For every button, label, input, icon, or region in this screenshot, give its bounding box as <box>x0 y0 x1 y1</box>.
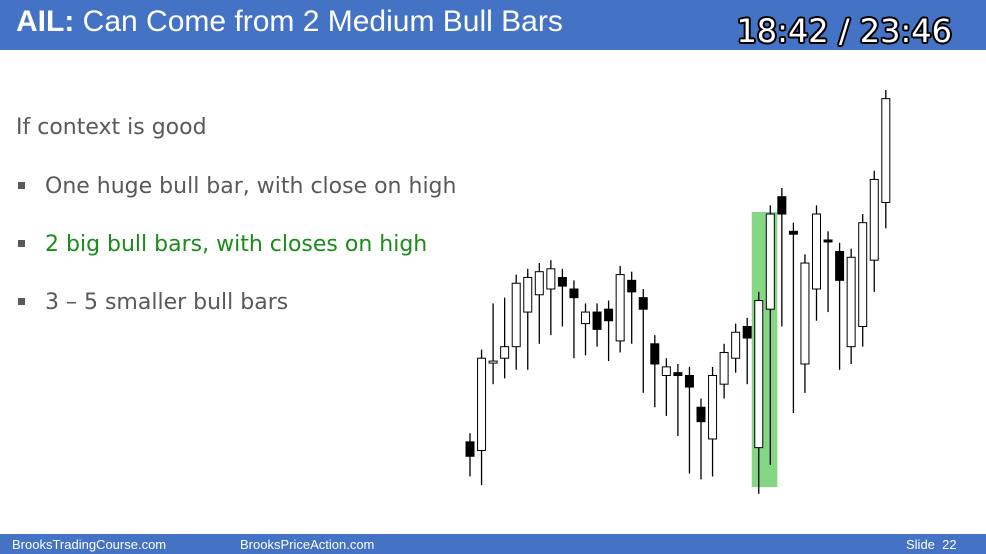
candle <box>661 358 671 416</box>
bull-candle-body <box>581 311 590 325</box>
candle <box>777 188 787 327</box>
video-timer: 18:42 / 23:46 <box>736 12 952 50</box>
bull-candle-body <box>661 366 671 377</box>
bear-candle-body <box>777 196 787 215</box>
bear-candle-body <box>823 239 833 243</box>
candle <box>835 242 845 370</box>
candle <box>823 231 833 313</box>
bear-candle-body <box>650 343 660 365</box>
bullet-text: One huge bull bar, with close on high <box>45 174 457 199</box>
title-bar: AIL: Can Come from 2 Medium Bull Bars 18… <box>0 0 986 50</box>
bull-candle-body <box>869 178 879 261</box>
candle <box>592 303 602 347</box>
candle <box>465 433 475 477</box>
bullet-item-1: One huge bull bar, with close on high <box>18 174 456 199</box>
footer-link-brookspriceaction[interactable]: BrooksPriceAction.com <box>240 537 375 552</box>
bear-candle-body <box>742 325 752 339</box>
footer-bar: BrooksTradingCourse.com BrooksPriceActio… <box>0 534 986 554</box>
candle <box>650 335 660 408</box>
candle <box>742 317 752 385</box>
bull-candle-body <box>800 262 810 365</box>
bull-candle-body <box>546 268 556 290</box>
footer-link-brookstradingcourse[interactable]: BrooksTradingCourse.com <box>12 537 167 552</box>
candle <box>488 303 498 385</box>
bull-candle-body <box>534 271 544 296</box>
candle <box>881 90 891 229</box>
bullet-item-2: 2 big bull bars, with closes on high <box>18 232 427 257</box>
candle <box>638 289 648 393</box>
candle <box>534 263 544 344</box>
bear-candle-body <box>465 441 475 457</box>
candle <box>812 205 821 321</box>
candle <box>788 222 798 414</box>
bear-candle-body <box>835 251 845 281</box>
bull-candle-body <box>881 98 891 203</box>
bear-candle-body <box>604 308 614 322</box>
bullet-text: 2 big bull bars, with closes on high <box>45 232 428 257</box>
candle <box>731 323 741 373</box>
candle <box>615 265 625 353</box>
bear-candle-body <box>673 372 683 377</box>
title-prefix: AIL: <box>16 5 75 38</box>
context-line: If context is good <box>16 115 207 140</box>
candle <box>846 248 856 364</box>
bull-candle-body <box>846 256 856 348</box>
bull-candle-body <box>488 360 498 364</box>
bullet-item-3: 3 – 5 smaller bull bars <box>18 290 288 315</box>
candle <box>546 260 556 336</box>
candle <box>523 268 533 370</box>
slide-number: Slide 22 <box>906 537 957 552</box>
bull-candle-body <box>615 274 625 342</box>
candle <box>708 366 718 477</box>
bull-candle-body <box>754 300 764 449</box>
bull-candle-body <box>858 222 868 327</box>
bull-candle-body <box>523 276 533 313</box>
bear-candle-body <box>788 230 798 235</box>
bear-candle-body <box>638 297 648 310</box>
bear-candle-body <box>557 276 567 287</box>
candle <box>684 366 694 474</box>
candle <box>754 291 764 494</box>
candle <box>569 280 579 359</box>
bull-candle-body <box>812 213 821 290</box>
candle <box>765 205 775 465</box>
bullet-text: 3 – 5 smaller bull bars <box>45 290 289 315</box>
candle <box>511 274 521 370</box>
candle <box>696 398 706 480</box>
bull-candle-body <box>708 375 718 440</box>
candle <box>800 254 810 393</box>
bull-candle-body <box>477 357 487 452</box>
bear-candle-body <box>592 311 602 330</box>
bullet-square-icon <box>18 298 25 305</box>
bull-candle-body <box>731 331 741 359</box>
bullet-square-icon <box>18 240 25 247</box>
bull-candle-body <box>765 213 775 310</box>
bull-candle-body <box>511 282 521 348</box>
candle <box>627 271 637 344</box>
candle <box>719 343 729 399</box>
title-text: Can Come from 2 Medium Bull Bars <box>82 5 563 38</box>
bear-candle-body <box>627 279 637 293</box>
candle <box>500 297 510 379</box>
bull-candle-body <box>719 351 729 385</box>
bullet-square-icon <box>18 182 25 189</box>
candle <box>869 170 879 292</box>
candle <box>477 349 487 486</box>
candle <box>604 300 614 362</box>
candle <box>673 363 683 437</box>
candle <box>557 268 567 327</box>
candle <box>581 303 590 356</box>
bear-candle-body <box>684 375 694 388</box>
bear-candle-body <box>569 288 579 299</box>
candle <box>858 214 868 347</box>
slide-title: AIL: Can Come from 2 Medium Bull Bars <box>16 5 563 39</box>
bear-candle-body <box>696 406 706 423</box>
bull-candle-body <box>500 346 510 359</box>
